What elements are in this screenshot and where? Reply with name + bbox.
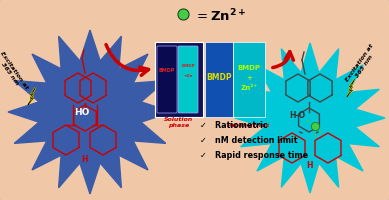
Polygon shape xyxy=(235,43,385,193)
Text: Solution
phase: Solution phase xyxy=(165,117,194,128)
Text: HO: HO xyxy=(74,108,90,117)
Text: BMDP: BMDP xyxy=(181,64,195,68)
Text: BMDP: BMDP xyxy=(159,68,175,73)
Text: H: H xyxy=(307,161,313,170)
Text: Zn²⁺: Zn²⁺ xyxy=(240,85,258,91)
FancyBboxPatch shape xyxy=(233,42,265,117)
Text: ✓   Ratiometric: ✓ Ratiometric xyxy=(200,121,268,130)
Text: BMDP: BMDP xyxy=(206,73,232,82)
Text: H-O: H-O xyxy=(289,111,305,120)
Polygon shape xyxy=(28,87,36,105)
Text: $= \mathbf{Zn^{2+}}$: $= \mathbf{Zn^{2+}}$ xyxy=(194,8,247,24)
Text: +: + xyxy=(246,75,252,81)
Text: BMDP: BMDP xyxy=(238,65,261,71)
FancyBboxPatch shape xyxy=(205,42,233,117)
Text: +Zn: +Zn xyxy=(183,74,193,78)
FancyBboxPatch shape xyxy=(155,42,203,117)
Text: Excitation at
365 nm: Excitation at 365 nm xyxy=(0,51,29,93)
Polygon shape xyxy=(8,30,172,194)
Text: H: H xyxy=(82,155,88,164)
Text: ✓   nM detection limit: ✓ nM detection limit xyxy=(200,136,298,145)
FancyBboxPatch shape xyxy=(157,46,177,113)
FancyBboxPatch shape xyxy=(178,46,198,113)
Polygon shape xyxy=(347,79,355,97)
Text: Paper-strips: Paper-strips xyxy=(228,123,271,128)
Text: ✓   Rapid response time: ✓ Rapid response time xyxy=(200,151,308,160)
Text: Excitation at
365 nm: Excitation at 365 nm xyxy=(345,44,379,86)
